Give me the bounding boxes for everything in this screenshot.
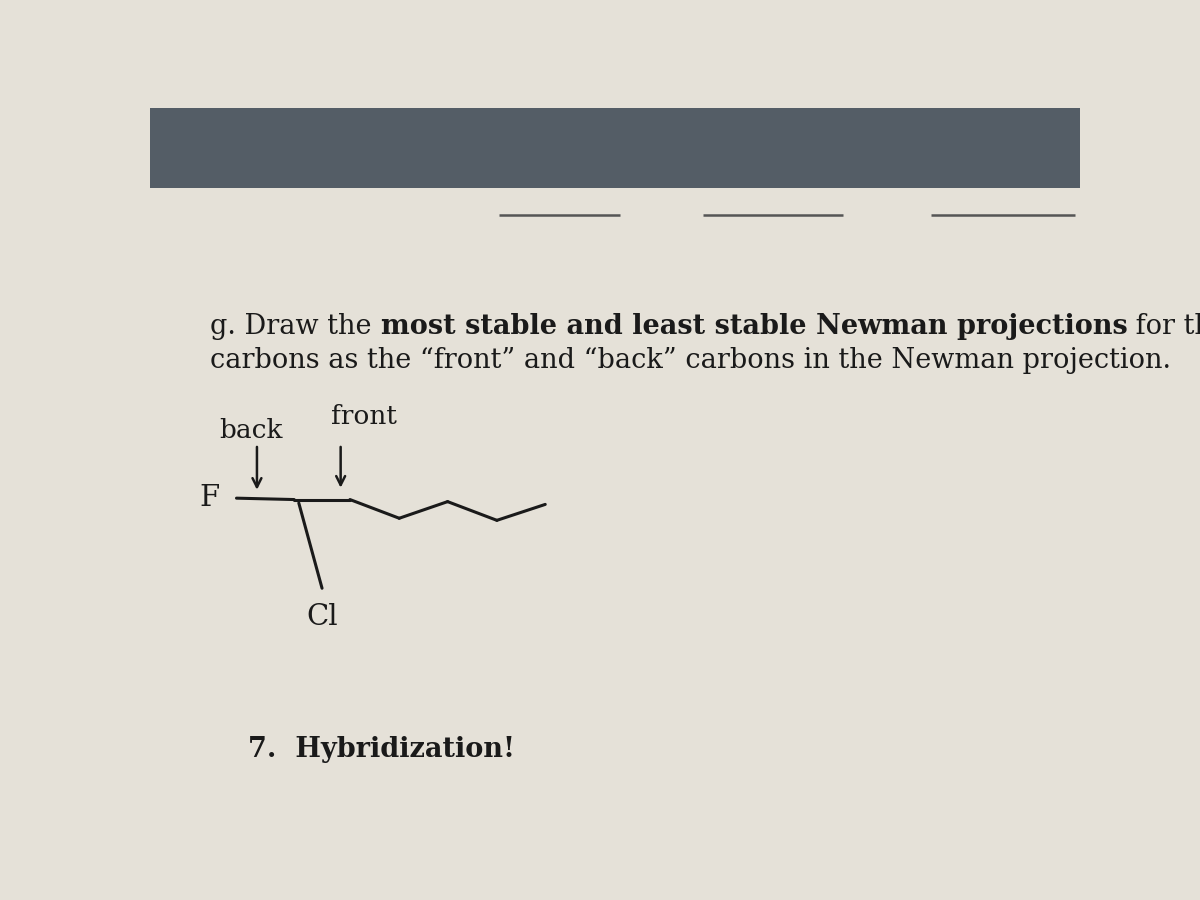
Text: for the followin: for the followin [1127, 313, 1200, 340]
Text: Cl: Cl [306, 604, 338, 632]
Text: F: F [199, 484, 220, 512]
Text: most stable and least stable Newman projections: most stable and least stable Newman proj… [380, 313, 1127, 340]
Bar [150, 108, 1080, 188]
Text: 7.  Hybridization!: 7. Hybridization! [247, 735, 515, 762]
Text: front: front [331, 404, 397, 429]
Text: g. Draw the: g. Draw the [210, 313, 380, 340]
Text: carbons as the “front” and “back” carbons in the Newman projection.: carbons as the “front” and “back” carbon… [210, 347, 1171, 374]
Text: back: back [220, 418, 283, 443]
